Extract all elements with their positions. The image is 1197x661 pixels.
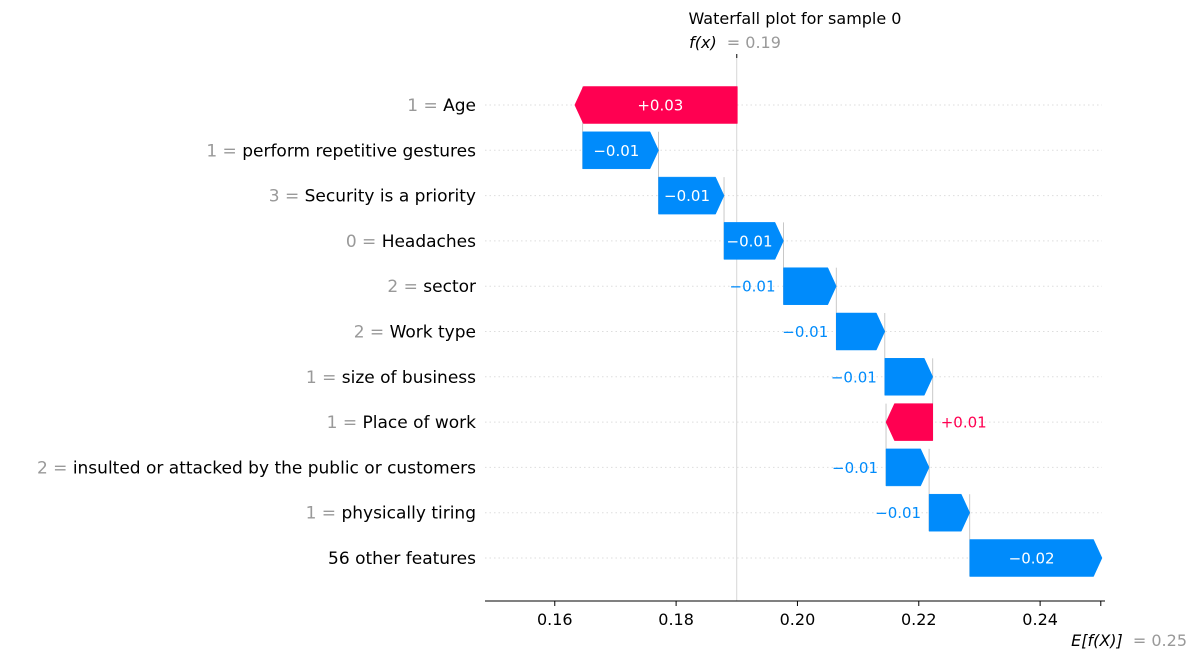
x-tick-label: 0.16: [537, 610, 573, 629]
feature-name: perform repetitive gestures: [242, 141, 476, 161]
feature-label: 1 = Place of work: [327, 413, 477, 433]
feature-label: 2 = sector: [387, 277, 476, 297]
bar-value-label: −0.01: [875, 504, 921, 522]
bar-value-label: −0.01: [727, 232, 773, 250]
feature-label: 1 = physically tiring: [306, 504, 476, 524]
feature-label: 2 = insulted or attacked by the public o…: [37, 458, 476, 478]
bar-9: [885, 448, 930, 487]
feature-value: 1 =: [306, 368, 342, 388]
bar-8: [885, 403, 933, 441]
feature-value: 3 =: [269, 187, 305, 207]
bar-2: [582, 131, 659, 170]
feature-label: 0 = Headaches: [346, 232, 476, 252]
bar-4: [723, 222, 784, 260]
feature-label: 56 other features: [328, 549, 476, 569]
bar-5: [783, 267, 837, 305]
feature-name: Security is a priority: [305, 187, 476, 207]
feature-value: 2 =: [37, 458, 73, 478]
bar-value-label: +0.01: [941, 414, 987, 432]
efx-label: E[f(X)]: [1071, 631, 1123, 650]
feature-name: Headaches: [382, 232, 476, 252]
bars: +0.03 −0.01 −0.01 −0.01 −0.01 −0.01 −0.01 +0.01…: [574, 86, 1103, 577]
x-tick-label: 0.22: [901, 610, 937, 629]
feature-name: physically tiring: [341, 504, 476, 524]
feature-value: 1 =: [206, 141, 242, 161]
feature-label: 3 = Security is a priority: [269, 187, 476, 207]
feature-name: 56 other features: [328, 549, 476, 569]
feature-label: 2 = Work type: [354, 323, 476, 343]
feature-name: sector: [423, 277, 476, 297]
feature-value: 1 =: [306, 504, 342, 524]
fx-value: = 0.19: [727, 33, 781, 52]
bar-value-label: −0.01: [730, 278, 776, 296]
efx-value: = 0.25: [1133, 631, 1187, 650]
bar-value-label: −0.02: [1009, 550, 1055, 568]
feature-label: 1 = size of business: [306, 368, 476, 388]
bar-value-label: −0.01: [664, 187, 710, 205]
feature-label: 1 = Age: [407, 96, 476, 116]
bar-1: [574, 86, 738, 124]
x-tick-label: 0.20: [780, 610, 816, 629]
feature-value: 1 =: [407, 96, 443, 116]
feature-label: 1 = perform repetitive gestures: [206, 141, 476, 161]
bar-6: [836, 312, 886, 351]
feature-value: 1 =: [327, 413, 363, 433]
efx-annotation: E[f(X)] = 0.25: [1071, 631, 1187, 650]
bar-value-label: −0.01: [831, 368, 877, 386]
bar-value-label: −0.01: [593, 142, 639, 160]
fx-label: f(x): [689, 33, 717, 52]
feature-name: Age: [443, 96, 476, 116]
chart-title: Waterfall plot for sample 0: [689, 9, 902, 28]
feature-name: insulted or attacked by the public or cu…: [73, 458, 476, 478]
x-axis: 0.16 0.18 0.20 0.22 0.24: [485, 54, 1105, 629]
bar-value-label: +0.03: [637, 97, 683, 115]
x-tick-label: 0.24: [1022, 610, 1058, 629]
feature-value: 2 =: [387, 277, 423, 297]
feature-value: 0 =: [346, 232, 382, 252]
x-tick-label: 0.18: [658, 610, 694, 629]
bar-11: [969, 539, 1103, 577]
bar-7: [884, 358, 934, 396]
feature-value: 2 =: [354, 323, 390, 343]
bar-value-label: −0.01: [832, 459, 878, 477]
feature-name: Work type: [390, 323, 476, 343]
feature-name: Place of work: [362, 413, 476, 433]
bar-3: [658, 176, 725, 215]
fx-annotation: f(x) = 0.19: [689, 33, 781, 52]
bar-value-label: −0.01: [782, 323, 828, 341]
feature-name: size of business: [342, 368, 476, 388]
bar-10: [928, 493, 971, 532]
